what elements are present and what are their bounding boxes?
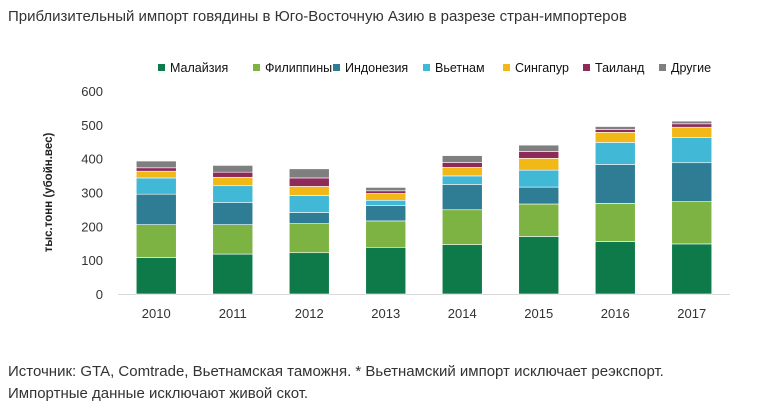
bar-segment: [441, 175, 483, 185]
bar-segment: [288, 252, 330, 295]
legend-swatch: [253, 64, 260, 71]
bar-segment: [671, 126, 713, 138]
page-title: Приблизительный импорт говядины в Юго-Во…: [8, 8, 627, 25]
y-tick-label: 500: [81, 118, 103, 133]
legend-entry: Индонезия: [345, 61, 408, 75]
bar-segment: [594, 129, 636, 133]
bar-segment: [365, 187, 407, 192]
bar-segment: [288, 195, 330, 213]
bar-segment: [518, 158, 560, 171]
chart-panel: 0 100 200 300 400 500 600 тыс.тонн (убойн.вес) 2…: [0, 38, 745, 338]
bar-segment: [212, 253, 254, 295]
bar-segment: [671, 123, 713, 128]
legend-swatch: [503, 64, 510, 71]
legend-swatch: [659, 64, 666, 71]
bar-segment: [671, 201, 713, 245]
bar-segment: [441, 184, 483, 211]
stacked-bar-chart: 0 100 200 300 400 500 600 тыс.тонн (убойн.вес) 2…: [43, 61, 730, 321]
bar-segment: [671, 137, 713, 164]
bar-segment: [212, 202, 254, 225]
legend-entry: Другие: [671, 61, 711, 75]
bar-segment: [365, 199, 407, 206]
bar-segment: [594, 142, 636, 165]
source-caption: Источник: GTA, Comtrade, Вьетнамская там…: [8, 361, 664, 405]
bar-segment: [288, 223, 330, 254]
bar-segment: [135, 193, 177, 225]
bar-segment: [441, 167, 483, 177]
y-tick-label: 200: [81, 219, 103, 234]
bar-segment: [212, 165, 254, 173]
bar-segment: [594, 164, 636, 204]
bar-segment: [671, 120, 713, 125]
bar-segment: [288, 168, 330, 179]
x-tick-label: 2015: [524, 306, 553, 321]
source-line-1: Источник: GTA, Comtrade, Вьетнамская там…: [8, 363, 664, 380]
bar-segment: [671, 162, 713, 202]
x-tick-label: 2016: [601, 306, 630, 321]
bar-segment: [441, 209, 483, 245]
bar-segment: [594, 131, 636, 143]
bar-segment: [365, 220, 407, 248]
legend-entry: Таиланд: [595, 61, 645, 75]
bar-segment: [441, 155, 483, 163]
x-tick-label: 2013: [371, 306, 400, 321]
bar-segment: [518, 144, 560, 152]
y-tick-label: 300: [81, 186, 103, 201]
bar-segment: [594, 203, 636, 242]
bar-segment: [365, 205, 407, 222]
bar-segment: [594, 241, 636, 295]
x-tick-label: 2012: [295, 306, 324, 321]
x-tick-label: 2010: [142, 306, 171, 321]
legend-swatch: [423, 64, 430, 71]
bar-segment: [288, 212, 330, 224]
bar-segment: [365, 190, 407, 194]
bar-segment: [135, 167, 177, 172]
x-tick-label: 2017: [677, 306, 706, 321]
y-tick-label: 600: [81, 84, 103, 99]
bar-segment: [518, 186, 560, 205]
legend-entry: Малайзия: [170, 61, 228, 75]
bar-segment: [212, 176, 254, 187]
bar-segment: [518, 236, 560, 295]
bar-segment: [288, 177, 330, 187]
bar-segment: [365, 247, 407, 295]
y-axis-label: тыс.тонн (убойн.вес): [43, 133, 55, 253]
y-tick-label: 400: [81, 152, 103, 167]
bar-segment: [135, 160, 177, 169]
bar-segment: [212, 171, 254, 178]
legend-swatch: [158, 64, 165, 71]
bar-segment: [518, 169, 560, 188]
bar-segment: [365, 193, 407, 201]
x-tick-label: 2011: [219, 306, 247, 321]
bar-segment: [441, 244, 483, 295]
legend-entry: Филиппины: [265, 61, 332, 75]
bar-segment: [671, 243, 713, 295]
bar-segment: [212, 224, 254, 255]
legend-entry: Вьетнам: [435, 61, 485, 75]
y-tick-label: 100: [81, 253, 103, 268]
y-tick-label: 0: [96, 287, 103, 302]
bar-segment: [212, 185, 254, 203]
bar-segment: [135, 177, 177, 195]
legend-swatch: [333, 64, 340, 71]
legend-swatch: [583, 64, 590, 71]
legend-entry: Сингапур: [515, 61, 569, 75]
x-tick-label: 2014: [448, 306, 477, 321]
bar-segment: [288, 186, 330, 196]
bar-segment: [135, 170, 177, 179]
bar-segment: [441, 162, 483, 168]
bar-segment: [518, 151, 560, 159]
bar-segment: [518, 203, 560, 237]
source-line-2: Импортные данные исключают живой скот.: [8, 385, 309, 402]
bar-segment: [135, 224, 177, 258]
bar-segment: [594, 126, 636, 130]
bar-segment: [135, 257, 177, 295]
